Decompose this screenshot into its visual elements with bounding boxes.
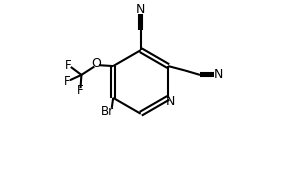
Text: N: N bbox=[213, 68, 223, 81]
Text: O: O bbox=[91, 57, 101, 70]
Text: F: F bbox=[64, 75, 71, 88]
Text: F: F bbox=[77, 84, 84, 97]
Text: N: N bbox=[136, 2, 145, 15]
Text: Br: Br bbox=[101, 105, 114, 118]
Text: N: N bbox=[166, 95, 175, 108]
Text: F: F bbox=[65, 59, 72, 72]
